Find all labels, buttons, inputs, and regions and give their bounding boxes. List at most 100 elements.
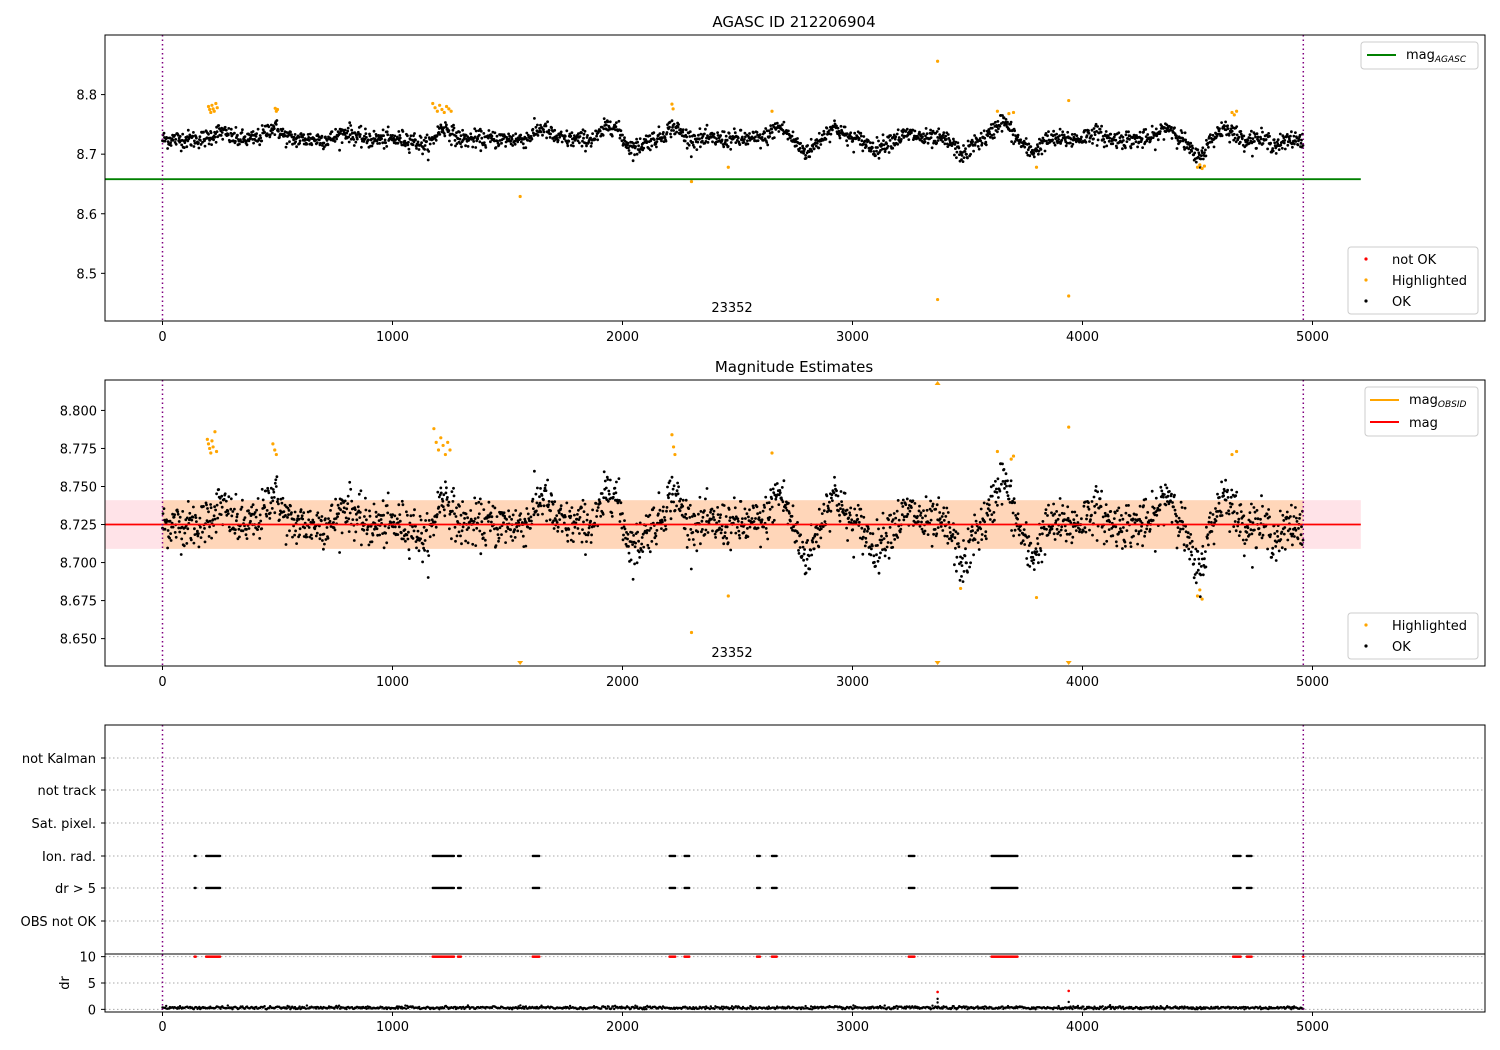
ok-point: [1163, 493, 1166, 496]
ok-point: [706, 134, 709, 138]
ok-point: [724, 515, 728, 518]
ok-point: [857, 520, 861, 524]
ok-point: [396, 141, 400, 145]
ok-point: [743, 138, 746, 141]
ok-point: [570, 506, 574, 509]
ok-point: [879, 551, 882, 555]
ok-point: [315, 531, 319, 535]
ok-point: [293, 510, 297, 514]
ok-point: [1000, 482, 1003, 486]
ok-point: [704, 140, 708, 143]
ok-point: [1248, 533, 1251, 537]
ok-point: [763, 131, 766, 135]
ok-point: [725, 536, 729, 540]
ok-point: [1298, 133, 1302, 137]
ok-point: [555, 134, 559, 138]
ok-point: [941, 140, 945, 144]
ok-point: [417, 148, 421, 151]
ok-point: [536, 123, 539, 127]
ok-point: [1273, 141, 1277, 145]
ok-point: [213, 517, 217, 521]
ok-point: [326, 536, 330, 540]
ok-point: [887, 556, 891, 560]
ok-point: [467, 526, 470, 530]
x-tick-label: 3000: [836, 675, 869, 690]
ok-point: [290, 511, 293, 514]
x-tick-label: 0: [158, 330, 166, 345]
ok-point: [576, 513, 579, 516]
ok-point: [859, 507, 863, 511]
ok-point: [406, 513, 409, 517]
highlighted-point: [673, 452, 677, 457]
ok-point: [692, 543, 696, 547]
highlighted-point: [671, 107, 675, 111]
ok-point: [452, 126, 456, 130]
ok-point: [1267, 508, 1270, 511]
ok-point: [910, 506, 913, 509]
ok-point: [1029, 145, 1033, 149]
ok-point: [1238, 140, 1242, 144]
ok-point: [930, 146, 934, 150]
ok-point: [265, 509, 269, 512]
ok-point: [1204, 154, 1208, 158]
ok-point: [316, 511, 320, 515]
ok-point: [255, 132, 258, 136]
highlighted-point: [271, 442, 275, 446]
ok-point: [1125, 140, 1129, 144]
ok-point: [253, 511, 257, 514]
highlighted-point: [439, 436, 443, 440]
ok-point: [1283, 147, 1287, 151]
ok-point: [757, 516, 761, 520]
ok-point: [1102, 138, 1106, 141]
ok-point: [699, 132, 703, 136]
ok-point: [1186, 531, 1190, 535]
x-tick-label: 4000: [1066, 675, 1099, 690]
ok-point: [699, 510, 703, 513]
ok-point: [1023, 543, 1027, 546]
ok-point: [270, 131, 274, 135]
ok-point: [938, 133, 942, 137]
ok-point: [406, 537, 410, 541]
ok-point: [490, 134, 494, 138]
ok-point: [461, 500, 464, 503]
ok-point: [480, 136, 484, 140]
ok-point: [614, 125, 618, 129]
ok-point: [415, 147, 418, 150]
ok-point: [1175, 514, 1178, 518]
ok-point: [1046, 134, 1049, 138]
ok-point: [514, 132, 518, 136]
ok-point: [602, 117, 606, 120]
ok-point: [1164, 483, 1167, 487]
ok-point: [426, 576, 430, 579]
x-tick-label: 0: [158, 675, 166, 690]
ok-point: [838, 136, 842, 140]
ok-point: [621, 133, 624, 137]
ok-point: [236, 512, 239, 516]
ok-point: [688, 135, 692, 138]
ok-point: [290, 133, 293, 137]
ok-point: [1187, 547, 1191, 551]
ok-point: [1207, 520, 1211, 524]
ok-point: [1242, 150, 1246, 153]
ok-point: [176, 512, 180, 516]
ok-point: [252, 141, 256, 145]
magnitude-legend-bottom: Highlighted OK: [1347, 612, 1479, 660]
ok-point: [521, 534, 525, 538]
ok-point: [192, 145, 196, 148]
ok-point: [882, 537, 886, 540]
ok-point: [1175, 147, 1179, 150]
ok-point: [946, 541, 950, 545]
ok-point: [925, 132, 929, 136]
ok-point: [209, 503, 213, 506]
ok-point: [208, 519, 212, 523]
ok-point: [1099, 130, 1103, 134]
ok-point: [801, 540, 804, 544]
ok-point: [393, 514, 397, 518]
ok-point: [894, 516, 898, 520]
ok-point: [889, 541, 893, 545]
ok-point: [995, 491, 999, 494]
ok-point: [259, 519, 263, 523]
ok-point: [889, 513, 892, 517]
ok-point: [1256, 517, 1260, 521]
ok-point: [1251, 137, 1255, 141]
